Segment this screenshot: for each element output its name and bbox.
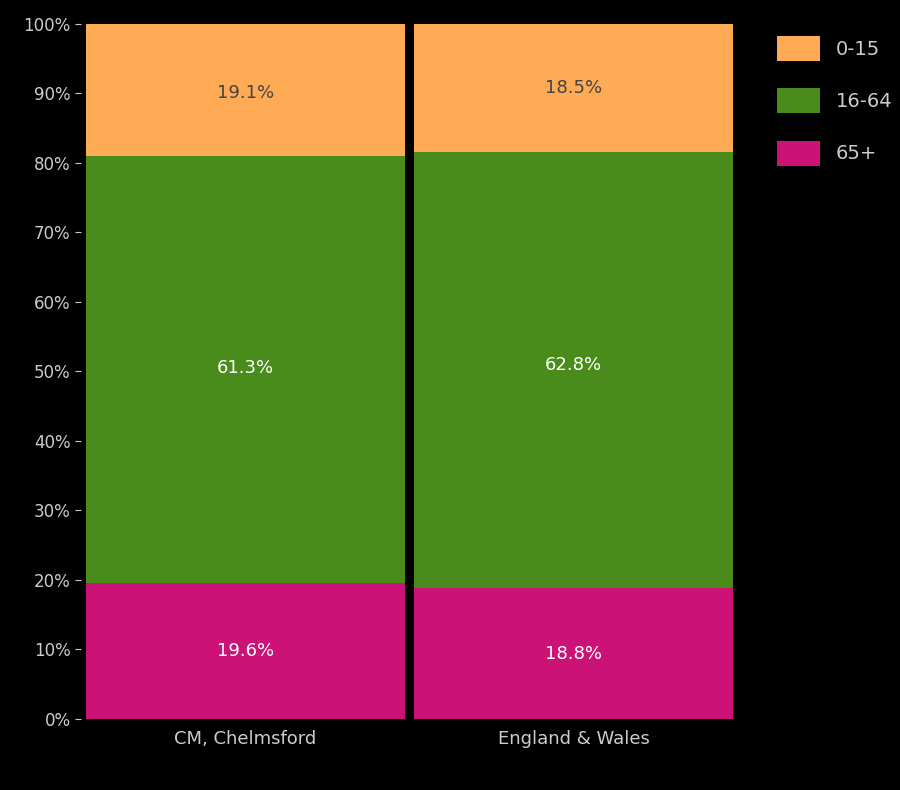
- Text: 19.6%: 19.6%: [217, 641, 274, 660]
- Text: 19.1%: 19.1%: [217, 84, 274, 102]
- Bar: [86, 156, 405, 583]
- Text: 18.5%: 18.5%: [545, 79, 602, 97]
- Bar: [86, 24, 405, 156]
- Text: 18.8%: 18.8%: [545, 645, 602, 663]
- Bar: [414, 23, 734, 152]
- Legend: 0-15, 16-64, 65+: 0-15, 16-64, 65+: [768, 27, 900, 175]
- Bar: [414, 589, 734, 719]
- Bar: [414, 152, 734, 589]
- Bar: [86, 583, 405, 719]
- Text: 61.3%: 61.3%: [217, 359, 274, 377]
- Text: 62.8%: 62.8%: [545, 356, 602, 374]
